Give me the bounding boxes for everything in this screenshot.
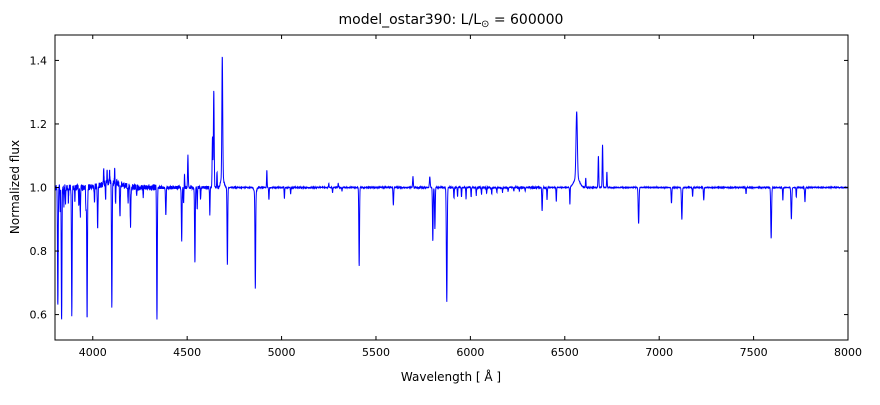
plot-area: 4000 4500 5000 5500 6000 6500 7000 7500 8000 0.6 0… [30,34,862,359]
x-tick-label: 6000 [456,346,484,359]
sun-symbol: ⊙ [481,19,489,30]
y-tick-label: 1.2 [30,118,48,131]
x-tick-label: 4500 [173,346,201,359]
chart-title-suffix: = 600000 [489,12,563,28]
x-axis-label: Wavelength [ Å ] [401,369,501,384]
y-tick-label: 0.6 [30,309,48,322]
normalized-flux-spectrum [54,56,849,320]
x-tick-label: 5000 [268,346,296,359]
y-tick-label: 1.0 [30,182,48,195]
x-tick-label: 8000 [834,346,862,359]
x-tick-label: 5500 [362,346,390,359]
y-tick-label: 1.4 [30,54,48,67]
chart-title-prefix: model_ostar390: L/L [339,12,482,28]
chart-title: model_ostar390: L/L⊙ = 600000 [339,12,564,30]
x-tick-label: 6500 [551,346,579,359]
x-tick-label: 7500 [740,346,768,359]
y-axis-label: Normalized flux [8,140,22,234]
y-tick-label: 0.8 [30,245,48,258]
x-tick-label: 4000 [79,346,107,359]
x-tick-label: 7000 [645,346,673,359]
